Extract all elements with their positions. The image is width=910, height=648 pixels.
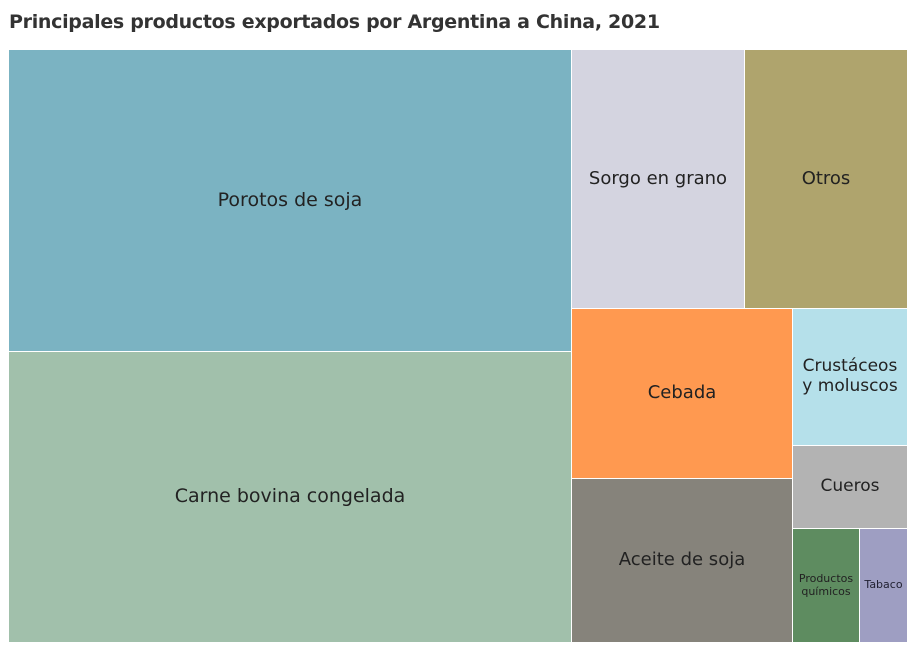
treemap-label: Sorgo en grano: [588, 167, 728, 189]
treemap-cell-porotos-de-soja: Porotos de soja: [8, 49, 572, 352]
treemap-label: Aceite de soja: [618, 549, 746, 571]
treemap-cell-crustaceos-y-moluscos: Crustáceos y moluscos: [792, 308, 908, 446]
treemap-label: Porotos de soja: [217, 188, 363, 211]
treemap-cell-cueros: Cueros: [792, 445, 908, 529]
treemap-label: Otros: [801, 167, 851, 189]
treemap-cell-sorgo-en-grano: Sorgo en grano: [571, 49, 745, 309]
treemap-cell-carne-bovina-congelada: Carne bovina congelada: [8, 351, 572, 643]
chart-title: Principales productos exportados por Arg…: [9, 11, 660, 33]
treemap-label: Crustáceos y moluscos: [802, 356, 898, 396]
treemap-cell-productos-quimicos: Productos químicos: [792, 528, 860, 643]
treemap-cell-cebada: Cebada: [571, 308, 793, 479]
treemap-cell-otros: Otros: [744, 49, 908, 309]
treemap-label: Carne bovina congelada: [174, 485, 406, 508]
treemap-label: Cueros: [820, 476, 880, 497]
treemap-label: Cebada: [647, 382, 717, 404]
treemap-cell-tabaco: Tabaco: [859, 528, 908, 643]
treemap-label: Productos químicos: [798, 571, 854, 598]
treemap-cell-aceite-de-soja: Aceite de soja: [571, 478, 793, 643]
treemap-label: Tabaco: [864, 578, 903, 592]
